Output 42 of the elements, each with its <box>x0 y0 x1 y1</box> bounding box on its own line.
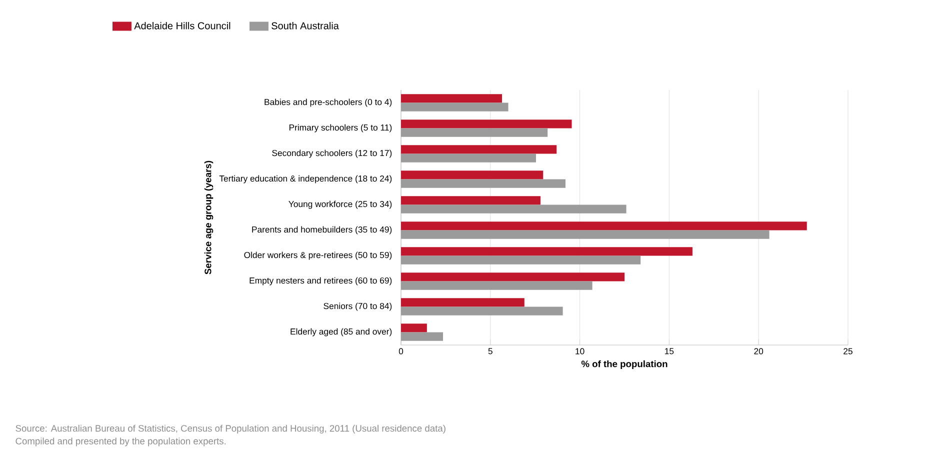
source-note: Source: Australian Bureau of Statistics, Census of Population and Housing, 2011 (Usual residence data) <box>16 424 446 434</box>
bar <box>401 281 592 290</box>
bar <box>401 324 427 332</box>
text: Compiled and presented by the population experts. <box>16 438 226 446</box>
bar <box>401 102 508 112</box>
x-axis-title: % of the population <box>581 360 668 370</box>
x-tick-label: 10 <box>576 348 584 354</box>
bar <box>401 196 540 205</box>
bar <box>401 170 544 180</box>
y-tick-label: Elderly aged (85 and over) <box>290 328 392 336</box>
legend-label: South Australia <box>272 22 339 30</box>
bar <box>401 154 536 162</box>
bar <box>401 272 624 282</box>
y-tick-label: Seniors (70 to 84) <box>324 302 392 311</box>
x-tick-label: 25 <box>844 348 852 354</box>
bar <box>401 204 626 214</box>
x-tick-label: 0 <box>398 348 404 354</box>
legend-label: Adelaide Hills Council <box>134 22 230 30</box>
y-axis-title: Service age group (years) <box>204 160 214 274</box>
y-tick-label: Older workers & pre-retirees (50 to 59) <box>244 252 392 260</box>
y-tick-label: Young workforce (25 to 34) <box>288 200 392 209</box>
x-tick-label: 5 <box>488 348 492 354</box>
bar <box>401 306 563 316</box>
y-tick-label: Tertiary education & independence (18 to 24) <box>219 175 392 184</box>
bar <box>401 120 572 128</box>
bar <box>401 179 566 188</box>
y-tick-label: Primary schoolers (5 to 11) <box>289 124 392 132</box>
y-tick-label: Secondary schoolers (12 to 17) <box>272 150 392 158</box>
x-tick-label: 20 <box>754 348 764 354</box>
y-tick-label: Empty nesters and retirees (60 to 69) <box>250 277 392 286</box>
bar <box>401 256 641 264</box>
bar <box>401 247 692 256</box>
bar <box>401 230 770 239</box>
bar <box>401 298 524 307</box>
bar <box>401 222 807 230</box>
bar <box>401 145 557 154</box>
bar <box>401 94 502 103</box>
y-tick-label: Parents and homebuilders (35 to 49) <box>252 226 392 234</box>
y-tick-label: Babies and pre-schoolers (0 to 4) <box>264 98 392 107</box>
bar <box>401 332 444 341</box>
x-tick-label: 15 <box>665 348 674 354</box>
bar <box>401 128 548 137</box>
